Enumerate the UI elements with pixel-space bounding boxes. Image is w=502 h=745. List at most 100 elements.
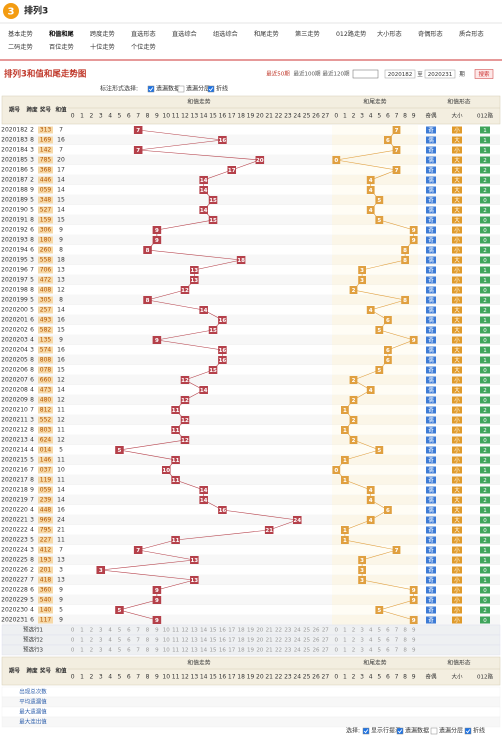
- preset-cell[interactable]: 1: [343, 638, 347, 644]
- preset-cell[interactable]: 18: [238, 638, 245, 644]
- preset-cell[interactable]: 9: [155, 648, 159, 654]
- preset-cell[interactable]: 18: [238, 628, 245, 634]
- preset-cell[interactable]: 22: [275, 638, 282, 644]
- preset-cell[interactable]: 1: [80, 638, 84, 644]
- preset-cell[interactable]: 12: [181, 628, 188, 634]
- preset-cell[interactable]: 8: [403, 638, 407, 644]
- preset-cell[interactable]: 25: [303, 628, 310, 634]
- preset-cell[interactable]: 14: [200, 628, 207, 634]
- preset-cell[interactable]: 6: [127, 638, 131, 644]
- preset-cell[interactable]: 21: [266, 648, 273, 654]
- preset-cell[interactable]: 3: [99, 628, 103, 634]
- preset-cell[interactable]: 11: [172, 628, 179, 634]
- preset-cell[interactable]: 2: [352, 628, 356, 634]
- preset-cell[interactable]: 6: [127, 648, 131, 654]
- preset-label[interactable]: 预选行1: [23, 626, 43, 634]
- preset-cell[interactable]: 23: [284, 628, 291, 634]
- preset-cell[interactable]: 1: [80, 628, 84, 634]
- preset-cell[interactable]: 25: [303, 648, 310, 654]
- footer-option[interactable]: 遗漏分层: [439, 727, 463, 735]
- preset-cell[interactable]: 7: [136, 628, 140, 634]
- nav-tab[interactable]: 012路走势: [336, 30, 366, 38]
- preset-cell[interactable]: 16: [219, 648, 226, 654]
- preset-cell[interactable]: 13: [191, 628, 198, 634]
- nav-tab[interactable]: 百位走势: [49, 43, 74, 51]
- preset-cell[interactable]: 19: [247, 648, 254, 654]
- preset-cell[interactable]: 8: [403, 648, 407, 654]
- preset-cell[interactable]: 17: [228, 628, 235, 634]
- preset-cell[interactable]: 6: [127, 628, 131, 634]
- checkbox[interactable]: [464, 727, 472, 735]
- period-link[interactable]: 最近100期: [294, 70, 321, 78]
- preset-cell[interactable]: 7: [136, 648, 140, 654]
- control-option[interactable]: 遗漏数据: [156, 85, 180, 93]
- preset-cell[interactable]: 20: [256, 628, 263, 634]
- input[interactable]: [424, 69, 456, 79]
- preset-cell[interactable]: 2: [352, 638, 356, 644]
- checkbox[interactable]: [207, 85, 215, 93]
- preset-cell[interactable]: 20: [256, 638, 263, 644]
- preset-cell[interactable]: 4: [108, 638, 112, 644]
- preset-cell[interactable]: 15: [210, 648, 217, 654]
- checkbox[interactable]: [362, 727, 370, 735]
- preset-cell[interactable]: 8: [146, 638, 150, 644]
- preset-cell[interactable]: 3: [360, 648, 364, 654]
- preset-cell[interactable]: 5: [378, 638, 382, 644]
- preset-cell[interactable]: 9: [412, 628, 416, 634]
- nav-tab[interactable]: 直选形态: [131, 30, 156, 38]
- period-link[interactable]: 最近120期: [323, 70, 350, 78]
- preset-cell[interactable]: 4: [108, 628, 112, 634]
- nav-tab[interactable]: 和尾走势: [254, 30, 279, 38]
- preset-cell[interactable]: 9: [412, 648, 416, 654]
- preset-cell[interactable]: 7: [395, 638, 399, 644]
- preset-cell[interactable]: 3: [360, 638, 364, 644]
- preset-cell[interactable]: 26: [312, 628, 319, 634]
- preset-cell[interactable]: 19: [247, 628, 254, 634]
- preset-cell[interactable]: 12: [181, 638, 188, 644]
- preset-cell[interactable]: 0: [71, 628, 75, 634]
- preset-cell[interactable]: 22: [275, 628, 282, 634]
- preset-cell[interactable]: 15: [210, 628, 217, 634]
- preset-cell[interactable]: 13: [191, 638, 198, 644]
- nav-tab[interactable]: 二码走势: [8, 43, 33, 51]
- checkbox[interactable]: [396, 727, 404, 735]
- preset-cell[interactable]: 5: [118, 628, 122, 634]
- checkbox[interactable]: [430, 727, 438, 735]
- preset-cell[interactable]: 9: [412, 638, 416, 644]
- preset-cell[interactable]: 2: [352, 648, 356, 654]
- preset-cell[interactable]: 27: [322, 638, 329, 644]
- preset-cell[interactable]: 24: [294, 648, 301, 654]
- nav-tab[interactable]: 十位走势: [90, 43, 115, 51]
- nav-tab[interactable]: 直选综合: [172, 30, 197, 38]
- preset-cell[interactable]: 13: [191, 648, 198, 654]
- preset-cell[interactable]: 0: [335, 628, 339, 634]
- preset-cell[interactable]: 2: [90, 628, 94, 634]
- preset-cell[interactable]: 0: [71, 648, 75, 654]
- control-option[interactable]: 遗漏分层: [186, 85, 210, 93]
- preset-cell[interactable]: 9: [155, 638, 159, 644]
- nav-tab[interactable]: 组选综合: [213, 30, 238, 38]
- preset-cell[interactable]: 3: [360, 628, 364, 634]
- footer-option[interactable]: 显示行提示: [371, 727, 401, 735]
- preset-cell[interactable]: 6: [386, 628, 390, 634]
- checkbox[interactable]: [147, 85, 155, 93]
- preset-cell[interactable]: 5: [118, 648, 122, 654]
- input[interactable]: [384, 69, 416, 79]
- preset-cell[interactable]: 20: [256, 648, 263, 654]
- preset-cell[interactable]: 22: [275, 648, 282, 654]
- nav-tab[interactable]: 个位走势: [131, 43, 156, 51]
- preset-cell[interactable]: 7: [395, 648, 399, 654]
- preset-cell[interactable]: 8: [403, 628, 407, 634]
- preset-cell[interactable]: 17: [228, 638, 235, 644]
- search-button-text[interactable]: 搜索: [478, 70, 490, 78]
- preset-cell[interactable]: 19: [247, 638, 254, 644]
- preset-cell[interactable]: 23: [284, 648, 291, 654]
- preset-cell[interactable]: 9: [155, 628, 159, 634]
- preset-cell[interactable]: 3: [99, 648, 103, 654]
- preset-cell[interactable]: 4: [108, 648, 112, 654]
- preset-cell[interactable]: 23: [284, 638, 291, 644]
- preset-cell[interactable]: 16: [219, 638, 226, 644]
- nav-tab[interactable]: 奇偶形态: [418, 30, 443, 38]
- period-link[interactable]: 最近50期: [266, 70, 290, 78]
- nav-tab[interactable]: 跨度走势: [90, 30, 115, 38]
